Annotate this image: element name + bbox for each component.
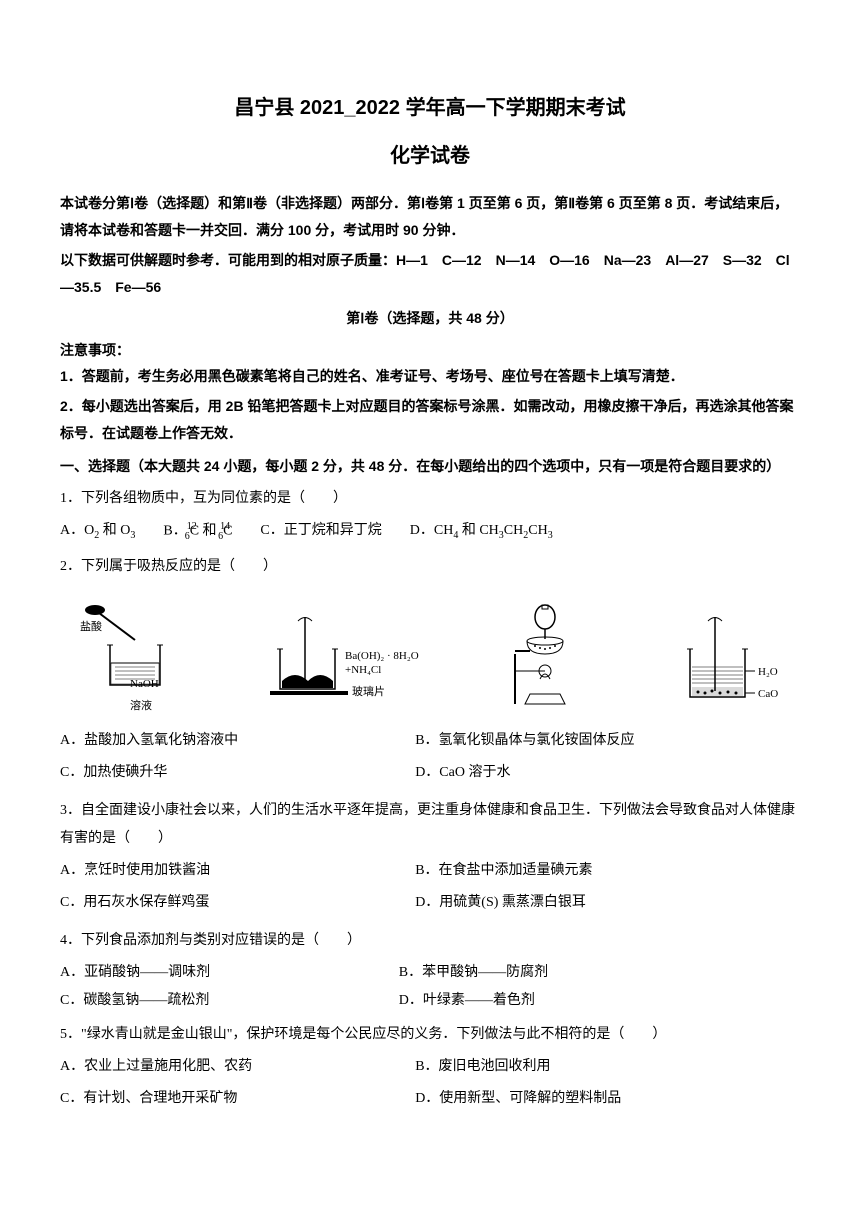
question-1-option-d: D．CH4 和 CH3CH2CH3 (410, 517, 553, 546)
question-5-options: A．农业上过量施用化肥、农药 B．废旧电池回收利用 C．有计划、合理地开采矿物 … (60, 1053, 800, 1117)
notice-label: 注意事项： (60, 338, 800, 363)
opt-prefix: A． (60, 523, 84, 538)
question-5-option-b: B．废旧电池回收利用 (415, 1053, 770, 1081)
figure-a: 盐酸 NaOH 溶液 (70, 595, 180, 717)
opt-prefix: D． (410, 523, 434, 538)
question-2-figures: 盐酸 NaOH 溶液 (60, 595, 800, 717)
svg-text:+NH₄Cl: +NH₄Cl (345, 664, 381, 676)
question-3-stem: 3．自全面建设小康社会以来，人们的生活水平逐年提高，更注重身体健康和食品卫生．下… (60, 797, 800, 853)
fig-a-label-3: 溶液 (130, 695, 180, 717)
fig-a-label-1: 盐酸 (80, 619, 102, 633)
question-3-option-a: A．烹饪时使用加铁酱油 (60, 857, 415, 885)
opt-prefix: B． (163, 524, 186, 539)
svg-text:玻璃片: 玻璃片 (352, 684, 385, 698)
figure-c (500, 599, 590, 717)
question-4-option-b: B．苯甲酸钠——防腐剂 (399, 959, 548, 987)
part-header: 第Ⅰ卷（选择题，共 48 分） (60, 306, 800, 331)
question-5-option-a: A．农业上过量施用化肥、农药 (60, 1053, 415, 1081)
question-3-options: A．烹饪时使用加铁酱油 B．在食盐中添加适量碘元素 C．用石灰水保存鲜鸡蛋 D．… (60, 857, 800, 921)
beaker-d-icon: H₂O CaO (670, 609, 790, 709)
question-3-option-b: B．在食盐中添加适量碘元素 (415, 857, 770, 885)
question-2-option-c: C．加热使碘升华 (60, 759, 415, 787)
question-4: 4．下列食品添加剂与类别对应错误的是（ ） A．亚硝酸钠——调味剂 B．苯甲酸钠… (60, 927, 800, 1015)
question-4-option-c: C．碳酸氢钠——疏松剂 (60, 987, 371, 1015)
question-2-option-b: B．氢氧化钡晶体与氯化铵固体反应 (415, 727, 770, 755)
question-2-options: A．盐酸加入氢氧化钠溶液中 B．氢氧化钡晶体与氯化铵固体反应 C．加热使碘升华 … (60, 727, 800, 791)
notice-item-2: 2．每小题选出答案后，用 2B 铅笔把答题卡上对应题目的答案标号涂黑．如需改动，… (60, 393, 800, 446)
question-1-options: A．O2 和 O3 B．126C 和 146C C．正丁烷和异丁烷 D．CH4 … (60, 517, 800, 546)
question-5-option-d: D．使用新型、可降解的塑料制品 (415, 1085, 770, 1113)
question-3-option-d: D．用硫黄(S) 熏蒸漂白银耳 (415, 889, 770, 917)
question-5: 5．"绿水青山就是金山银山"，保护环境是每个公民应尽的义务．下列做法与此不相符的… (60, 1021, 800, 1117)
svg-text:H₂O: H₂O (758, 666, 778, 678)
question-1-option-b: B．126C 和 146C (163, 517, 232, 546)
question-1-option-a: A．O2 和 O3 (60, 517, 135, 546)
question-2-stem: 2．下列属于吸热反应的是（ ） (60, 553, 800, 581)
apparatus-c-icon (500, 599, 590, 709)
question-1-stem: 1．下列各组物质中，互为同位素的是（ ） (60, 485, 800, 513)
svg-text:CaO: CaO (758, 688, 778, 700)
question-1-option-c: C．正丁烷和异丁烷 (260, 517, 381, 546)
intro-paragraph-1: 本试卷分第Ⅰ卷（选择题）和第Ⅱ卷（非选择题）两部分．第Ⅰ卷第 1 页至第 6 页… (60, 190, 800, 243)
question-4-stem: 4．下列食品添加剂与类别对应错误的是（ ） (60, 927, 800, 955)
beaker-b-icon: Ba(OH)₂ · 8H₂O +NH₄Cl 玻璃片 (260, 609, 420, 709)
question-2-option-d: D．CaO 溶于水 (415, 759, 770, 787)
title-main: 昌宁县 2021_2022 学年高一下学期期末考试 (60, 90, 800, 126)
question-3-option-c: C．用石灰水保存鲜鸡蛋 (60, 889, 415, 917)
question-2: 2．下列属于吸热反应的是（ ） 盐酸 NaOH (60, 553, 800, 791)
question-5-option-c: C．有计划、合理地开采矿物 (60, 1085, 415, 1113)
question-5-stem: 5．"绿水青山就是金山银山"，保护环境是每个公民应尽的义务．下列做法与此不相符的… (60, 1021, 800, 1049)
question-4-option-d: D．叶绿素——着色剂 (399, 987, 535, 1015)
question-4-options: A．亚硝酸钠——调味剂 B．苯甲酸钠——防腐剂 C．碳酸氢钠——疏松剂 D．叶绿… (60, 959, 800, 1015)
section-header: 一、选择题（本大题共 24 小题，每小题 2 分，共 48 分．在每小题给出的四… (60, 453, 800, 480)
question-3: 3．自全面建设小康社会以来，人们的生活水平逐年提高，更注重身体健康和食品卫生．下… (60, 797, 800, 921)
question-1: 1．下列各组物质中，互为同位素的是（ ） A．O2 和 O3 B．126C 和 … (60, 485, 800, 546)
beaker-a-icon: 盐酸 (70, 595, 180, 695)
figure-d: H₂O CaO (670, 609, 790, 717)
figure-b: Ba(OH)₂ · 8H₂O +NH₄Cl 玻璃片 (260, 609, 420, 717)
title-sub: 化学试卷 (60, 138, 800, 174)
svg-text:Ba(OH)₂ · 8H₂O: Ba(OH)₂ · 8H₂O (345, 650, 419, 662)
question-2-option-a: A．盐酸加入氢氧化钠溶液中 (60, 727, 415, 755)
question-4-option-a: A．亚硝酸钠——调味剂 (60, 959, 371, 987)
notice-item-1: 1．答题前，考生务必用黑色碳素笔将自己的姓名、准考证号、考场号、座位号在答题卡上… (60, 363, 800, 390)
intro-paragraph-2: 以下数据可供解题时参考．可能用到的相对原子质量：H—1 C—12 N—14 O—… (60, 247, 800, 300)
